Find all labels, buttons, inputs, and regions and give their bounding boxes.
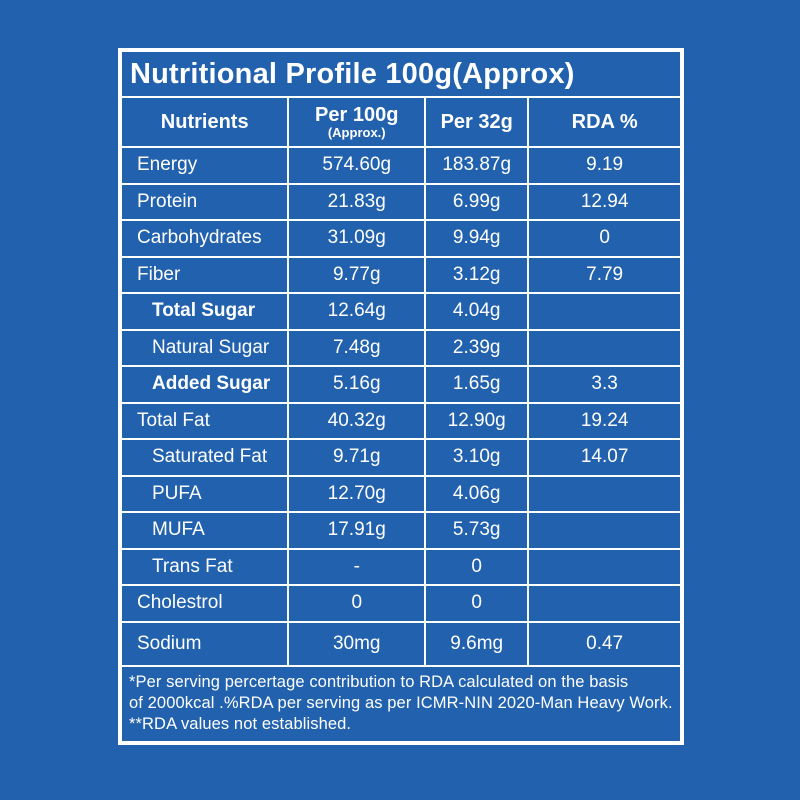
per32g-value: 9.6mg	[426, 622, 530, 665]
nutrient-label: MUFA	[122, 513, 290, 548]
per32g-value: 1.65g	[426, 367, 530, 402]
per100g-value: 9.77g	[289, 257, 427, 292]
rda-value: 0.47	[586, 632, 624, 654]
nutrient-label: Added Sugar	[122, 367, 290, 402]
per100g-value: 574.60g	[289, 148, 427, 183]
per32g-value: 9.94g	[426, 221, 530, 256]
footnote-line-1: *Per serving percertage contribution to …	[129, 672, 629, 691]
per100g-value: 0	[289, 586, 427, 621]
table-row: Saturated Fat 9.71g 3.10g 14.07	[122, 438, 680, 475]
rda-value: 0	[599, 227, 610, 249]
nutrient-label: Saturated Fat	[122, 440, 290, 475]
nutrient-label: Cholestrol	[122, 586, 290, 621]
per32g-value: 183.87g	[426, 148, 530, 183]
per32g-value: 3.12g	[426, 257, 530, 292]
per32g-value: 0	[426, 549, 530, 584]
nutrient-label: Trans Fat	[122, 549, 290, 584]
rda-value: 19.24	[580, 409, 629, 431]
column-header-per100g-main: Per 100g	[315, 103, 399, 126]
column-header-per32g: Per 32g	[426, 98, 530, 146]
per100g-value: 31.09g	[289, 221, 427, 256]
table-row: Carbohydrates 31.09g 9.94g 0	[122, 219, 680, 256]
nutrient-label: Carbohydrates	[122, 221, 290, 256]
table-header-row: Nutrients Per 100g (Approx.) Per 32g RDA…	[122, 98, 680, 146]
rda-value	[529, 294, 680, 329]
table-body: Energy 574.60g 183.87g 9.19 Protein 21.83g 6.9…	[122, 146, 680, 665]
table-row: Total Sugar 12.64g 4.04g	[122, 292, 680, 329]
table-row: PUFA 12.70g 4.06g	[122, 474, 680, 512]
rda-value: 3.3	[591, 373, 618, 395]
rda-value: 14.07	[580, 446, 629, 468]
per32g-value: 5.73g	[426, 513, 530, 548]
table-row: Fiber 9.77g 3.12g 7.79	[122, 255, 680, 292]
column-header-per100g: Per 100g (Approx.)	[289, 98, 427, 146]
rda-value: 12.94	[580, 190, 629, 212]
table-row: Natural Sugar 7.48g 2.39g	[122, 328, 680, 366]
per32g-value: 4.04g	[426, 294, 530, 329]
per32g-value: 6.99g	[426, 184, 530, 219]
per100g-value: 17.91g	[289, 513, 427, 548]
per100g-value: 7.48g	[289, 330, 427, 365]
per100g-value: 21.83g	[289, 184, 427, 219]
nutrient-label: Protein	[122, 184, 290, 219]
table-title: Nutritional Profile 100g(Approx)	[122, 52, 680, 98]
per100g-value: 30mg	[289, 622, 427, 665]
nutrient-label: Natural Sugar	[122, 330, 290, 365]
per32g-value: 0	[426, 586, 530, 621]
table-row: Total Fat 40.32g 12.90g 19.24	[122, 401, 680, 438]
nutrient-label: Sodium	[122, 622, 290, 665]
rda-value: 7.79	[586, 263, 624, 285]
footnote-line-3: **RDA values not established.	[129, 714, 352, 733]
per100g-value: -	[289, 549, 427, 584]
table-row: MUFA 17.91g 5.73g	[122, 511, 680, 548]
footnote-line-2: of 2000kcal .%RDA per serving as per ICM…	[129, 693, 673, 712]
column-header-nutrients: Nutrients	[122, 98, 290, 146]
rda-value	[529, 477, 680, 512]
column-header-per100g-approx-note: (Approx.)	[327, 124, 386, 140]
rda-value	[529, 550, 680, 585]
nutrient-label: Energy	[122, 148, 290, 183]
per32g-value: 4.06g	[426, 476, 530, 511]
table-row: Protein 21.83g 6.99g 12.94	[122, 182, 680, 219]
per100g-value: 5.16g	[289, 367, 427, 402]
rda-value	[529, 513, 680, 548]
per32g-value: 3.10g	[426, 440, 530, 475]
column-header-rda: RDA %	[571, 110, 638, 133]
table-row: Trans Fat -0	[122, 547, 680, 585]
table-row: Sodium 30mg 9.6mg 0.47	[122, 620, 680, 665]
per100g-value: 12.70g	[289, 476, 427, 511]
nutrition-table-card: Nutritional Profile 100g(Approx) Nutrien…	[118, 48, 684, 745]
rda-value: 9.19	[586, 154, 624, 176]
rda-value	[529, 331, 680, 366]
per100g-value: 40.32g	[289, 403, 427, 438]
table-row: Cholestrol 0 0	[122, 584, 680, 621]
nutrient-label: Total Fat	[122, 403, 290, 438]
nutrient-label: PUFA	[122, 476, 290, 511]
footnotes: *Per serving percertage contribution to …	[122, 664, 680, 741]
table-row: Energy 574.60g 183.87g 9.19	[122, 146, 680, 183]
rda-value	[529, 586, 680, 621]
per100g-value: 9.71g	[289, 440, 427, 475]
nutrient-label: Fiber	[122, 257, 290, 292]
per32g-value: 12.90g	[426, 403, 530, 438]
table-row: Added Sugar 5.16g 1.65g 3.3	[122, 365, 680, 402]
nutrient-label: Total Sugar	[122, 294, 290, 329]
per32g-value: 2.39g	[426, 330, 530, 365]
per100g-value: 12.64g	[289, 294, 427, 329]
